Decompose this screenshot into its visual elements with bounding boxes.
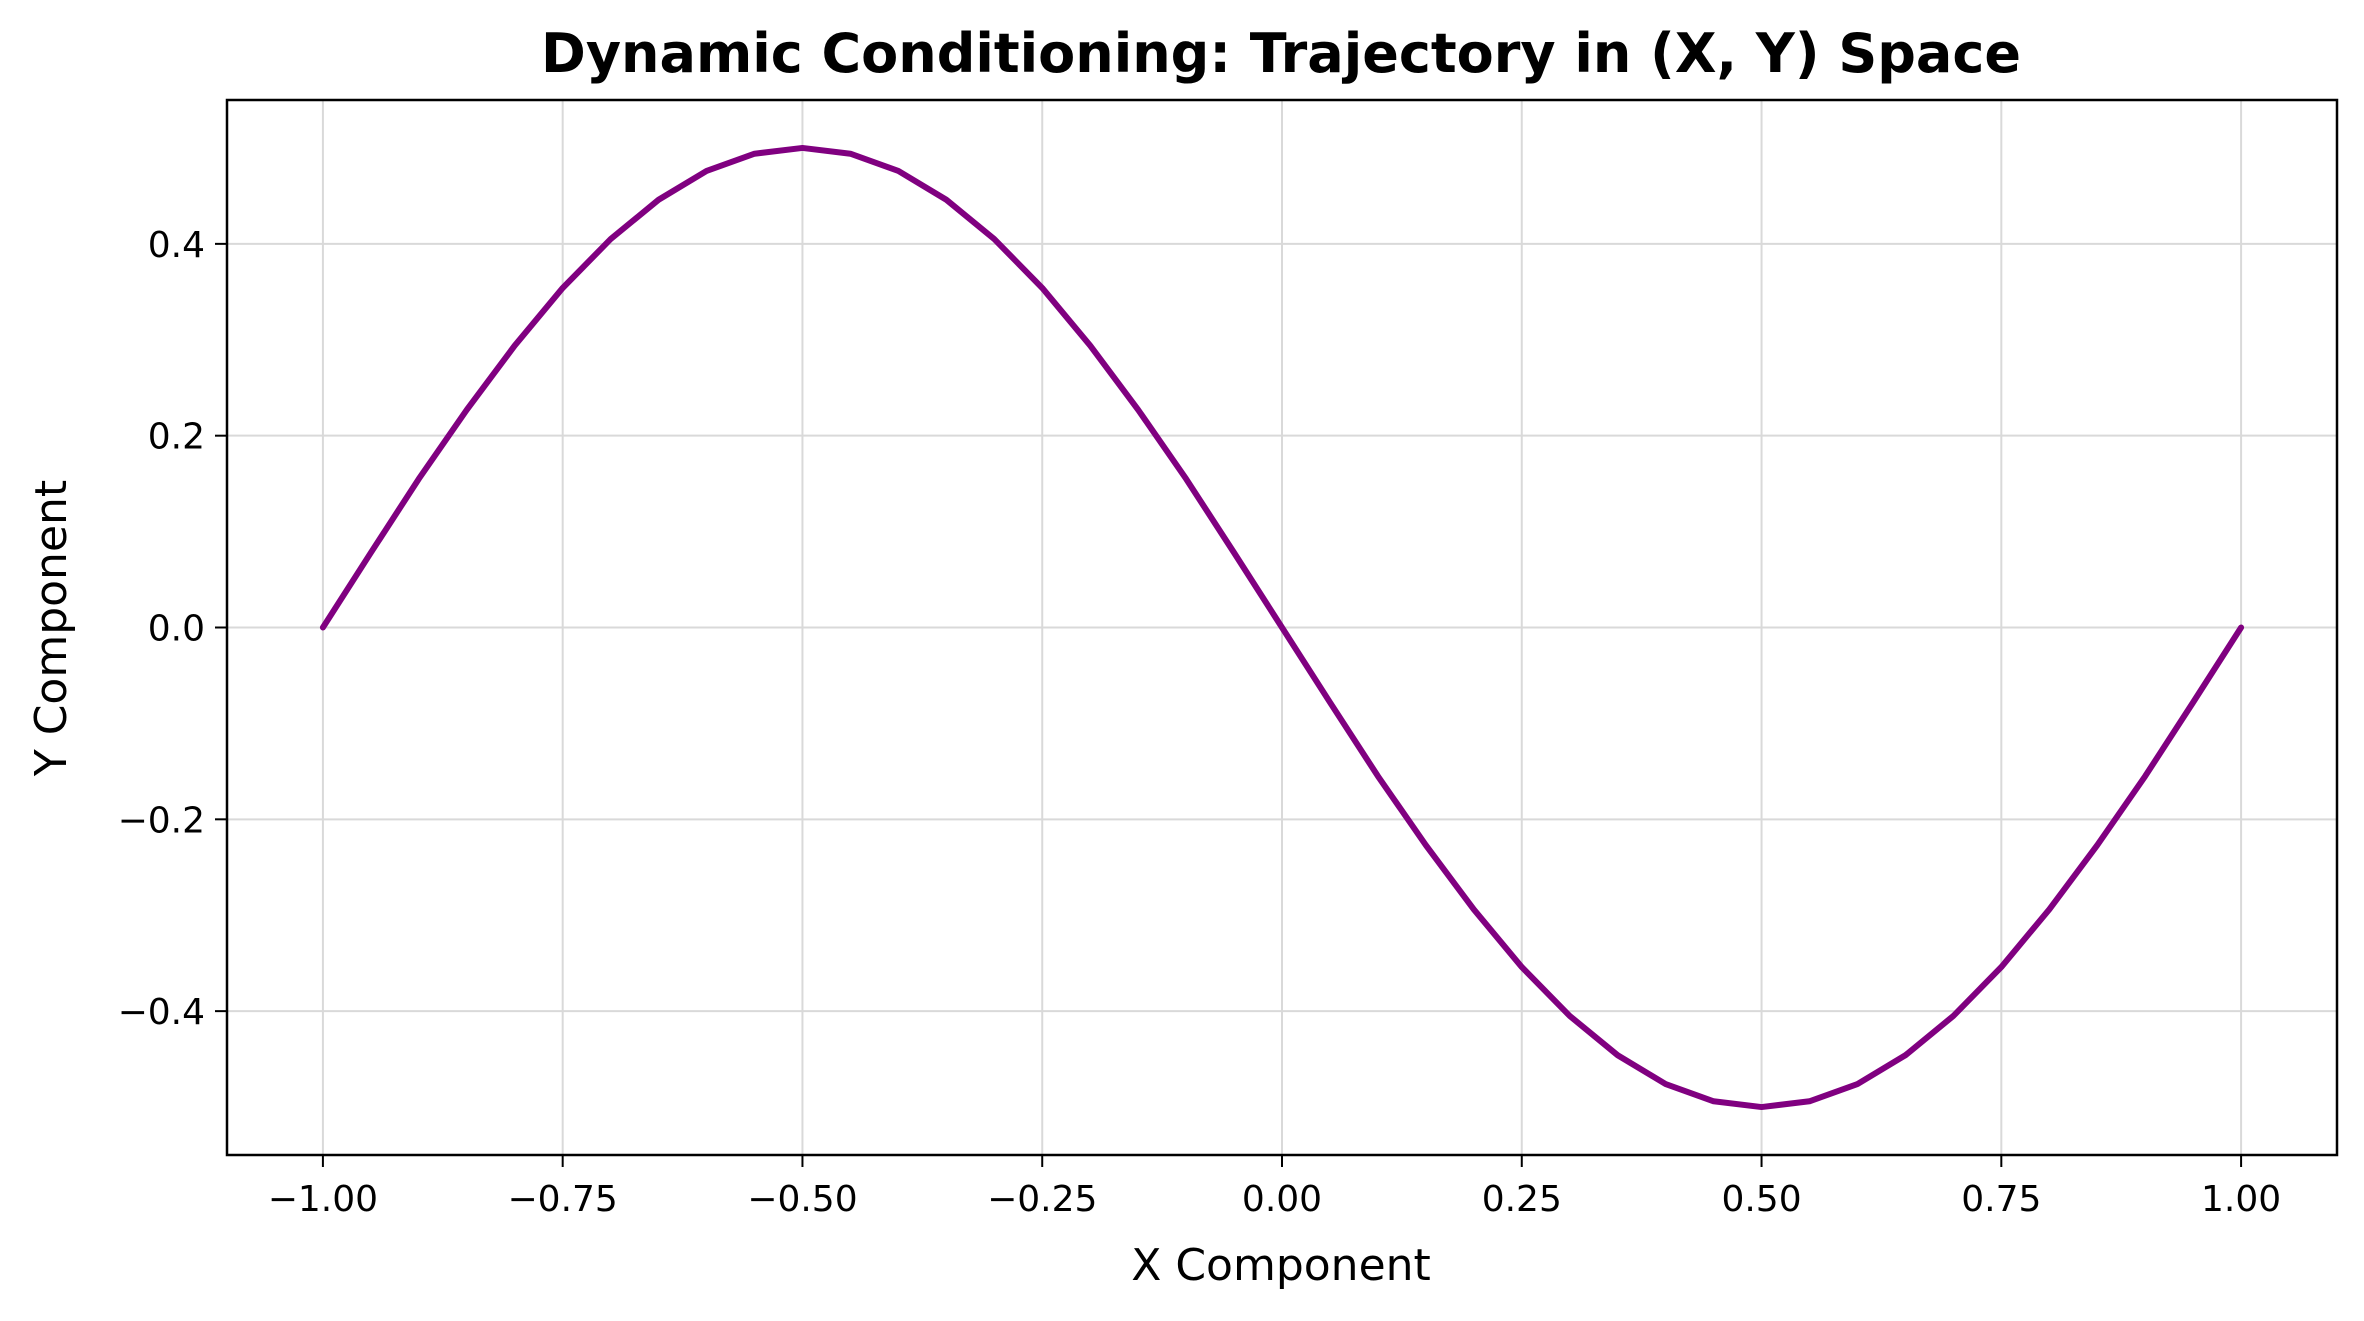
y-tick-label: −0.4 bbox=[118, 992, 205, 1033]
x-tick-label: 1.00 bbox=[2201, 1179, 2281, 1220]
y-tick-label: 0.2 bbox=[148, 417, 205, 458]
series-layer bbox=[319, 144, 2245, 1111]
y-tick-label: −0.2 bbox=[118, 800, 205, 841]
trajectory-line bbox=[319, 144, 2245, 1111]
x-tick-label: −0.50 bbox=[747, 1179, 857, 1220]
chart-title: Dynamic Conditioning: Trajectory in (X, … bbox=[541, 22, 2021, 85]
grid-lines bbox=[227, 100, 2337, 1155]
x-tick-label: −0.75 bbox=[508, 1179, 618, 1220]
y-tick-label: 0.4 bbox=[148, 225, 205, 266]
x-axis-label: X Component bbox=[1131, 1240, 1431, 1291]
x-tick-label: 0.75 bbox=[1961, 1179, 2041, 1220]
x-axis-ticks: −1.00 −0.75 −0.50 −0.25 0.00 0.25 0.50 0.75 1.00 bbox=[268, 1155, 2281, 1220]
x-tick-label: −0.25 bbox=[987, 1179, 1097, 1220]
y-axis-ticks: −0.4 −0.2 0.0 0.2 0.4 bbox=[118, 225, 227, 1033]
x-tick-label: 0.00 bbox=[1242, 1179, 1322, 1220]
y-tick-label: 0.0 bbox=[148, 609, 205, 650]
x-tick-label: 0.25 bbox=[1482, 1179, 1562, 1220]
y-axis-label: Y Component bbox=[26, 480, 77, 777]
x-tick-label: −1.00 bbox=[268, 1179, 378, 1220]
x-tick-label: 0.50 bbox=[1721, 1179, 1801, 1220]
